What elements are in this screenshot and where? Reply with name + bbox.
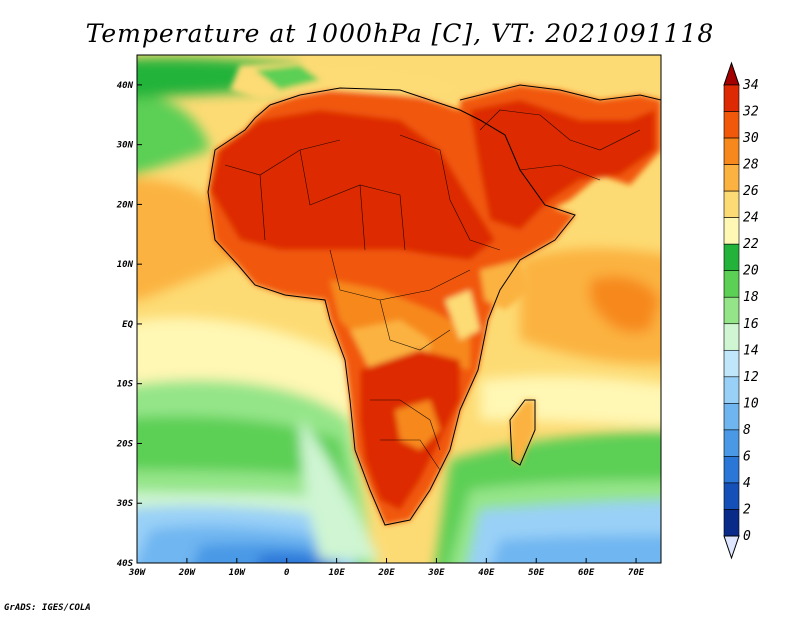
lon-tick-label: 20E <box>377 568 395 578</box>
colorbar-segment <box>723 349 740 378</box>
colorbar-segment <box>723 429 740 457</box>
lon-tick-label: 10W <box>229 568 247 578</box>
colorbar-segment <box>723 217 740 245</box>
colorbar-label: 4 <box>743 476 751 491</box>
lat-tick-label: 10S <box>117 380 134 390</box>
lat-tick-label: 20S <box>116 439 134 449</box>
lon-tick-label: 20W <box>178 568 197 578</box>
colorbar-underflow-triangle <box>723 535 740 560</box>
lat-tick-label: 20N <box>116 200 134 210</box>
colorbar-segment <box>723 403 740 431</box>
lon-tick-label: 60E <box>578 568 595 578</box>
colorbar-segment <box>723 111 740 139</box>
colorbar-label: 28 <box>743 158 759 173</box>
lon-tick-label: 10E <box>328 568 345 578</box>
map-title: Temperature at 1000hPa [C], VT: 20210911… <box>86 19 715 48</box>
lat-tick-label: 30S <box>116 499 134 509</box>
colorbar-label: 18 <box>743 290 759 305</box>
colorbar-segment <box>723 270 740 298</box>
colorbar-label: 34 <box>742 78 759 93</box>
lon-tick-label: 0 <box>284 568 290 578</box>
colorbar-label: 10 <box>743 396 759 411</box>
colorbar-label: 8 <box>743 423 751 438</box>
colorbar-label: 12 <box>743 370 759 385</box>
colorbar-segment <box>723 137 740 165</box>
lon-tick-label: 40E <box>478 568 495 578</box>
colorbar-segment <box>723 482 740 510</box>
lon-tick-label: 70E <box>628 568 645 578</box>
colorbar-segment <box>723 164 740 192</box>
credit-text: GrADS: IGES/COLA <box>4 603 91 613</box>
colorbar-segment <box>723 296 740 325</box>
lon-tick-label: 30E <box>427 568 445 578</box>
lat-tick-label: EQ <box>122 320 133 330</box>
coastlines <box>207 84 661 526</box>
colorbar-label: 14 <box>743 343 759 358</box>
lat-tick-label: 30N <box>116 141 134 151</box>
colorbar-label: 26 <box>743 184 759 199</box>
lat-tick-label: 40N <box>117 81 134 91</box>
longitude-axis: 30W 20W 10W 0 10E 20E 30E 40E 50E 60E 70E <box>128 558 645 578</box>
colorbar-segment <box>723 323 740 351</box>
temperature-field <box>137 55 661 563</box>
colorbar-segment <box>723 509 740 537</box>
colorbar-segment <box>723 190 740 218</box>
colorbar-label: 24 <box>743 211 759 226</box>
latitude-axis: 40N 30N 20N 10N EQ 10S 20S 30S 40S <box>116 81 142 569</box>
colorbar-label: 20 <box>743 264 759 279</box>
colorbar-label: 32 <box>742 105 759 120</box>
colorbar-overflow-triangle <box>723 61 740 86</box>
colorbar-label: 22 <box>743 237 759 252</box>
lon-tick-label: 50E <box>528 568 545 578</box>
lat-tick-label: 40S <box>117 559 134 569</box>
lat-tick-label: 10N <box>117 260 134 270</box>
colorbar-label: 0 <box>743 529 751 544</box>
colorbar-label: 6 <box>743 449 751 464</box>
country-borders <box>224 109 641 471</box>
colorbar-segment <box>723 243 740 272</box>
lon-tick-label: 30W <box>128 568 147 578</box>
colorbar-label: 30 <box>742 131 759 146</box>
plot-frame <box>136 54 662 564</box>
colorbar-segment <box>723 376 740 404</box>
colorbar-segment <box>723 456 740 484</box>
colorbar-label: 16 <box>743 317 759 332</box>
colorbar-label: 2 <box>743 502 751 517</box>
colorbar-segment <box>723 84 740 112</box>
